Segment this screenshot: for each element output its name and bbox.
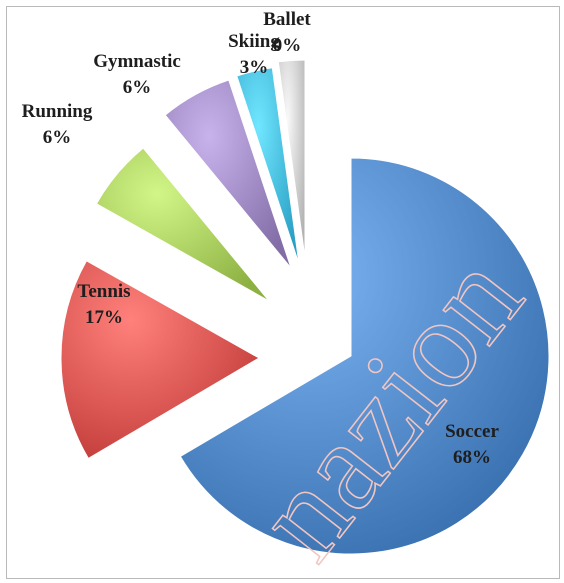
label-tennis: Tennis 17% bbox=[77, 281, 130, 328]
slice-tennis bbox=[60, 260, 261, 460]
slice-skiing bbox=[236, 67, 300, 265]
label-soccer: Soccer 68% bbox=[445, 421, 499, 468]
label-running: Running 6% bbox=[22, 101, 93, 148]
slice-soccer bbox=[179, 157, 550, 555]
slice-running bbox=[95, 147, 270, 302]
label-ballet: Ballet 0% bbox=[263, 9, 311, 56]
label-skiing: Skiing 3% bbox=[228, 31, 280, 78]
slice-ballet bbox=[277, 59, 306, 259]
pie-chart: Soccer 68% Tennis 17% Running 6%Gymnastic 6% Sk… bbox=[22, 9, 550, 578]
chart-frame: Soccer 68% Tennis 17% Running 6% Gymnastic 6% Sk… bbox=[6, 6, 560, 579]
label-gymnastic: Gymnastic 6% bbox=[93, 51, 181, 98]
slice-gymnastic bbox=[164, 79, 292, 269]
